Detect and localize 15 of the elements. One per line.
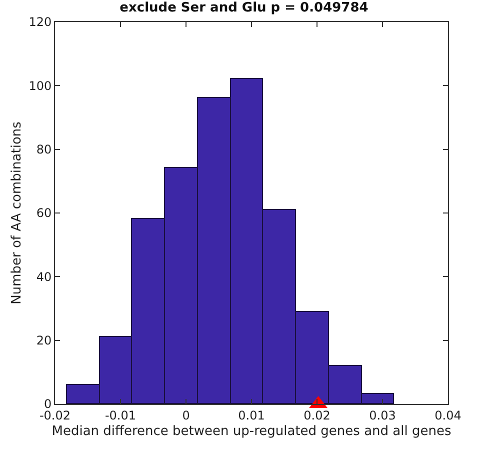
chart-title: exclude Ser and Glu p = 0.049784	[120, 0, 368, 16]
y-axis-title: Number of AA combinations	[10, 121, 25, 304]
y-tick-label: 60	[36, 206, 52, 220]
y-tick-label: 80	[36, 142, 52, 157]
x-tick-label: 0.01	[238, 408, 265, 422]
x-tick-label: 0.04	[434, 408, 462, 422]
x-tick-label: 0.02	[304, 408, 330, 422]
y-tick-label: 100	[28, 78, 52, 93]
x-tick-label: 0	[182, 408, 190, 422]
x-tick-label: 0.03	[369, 408, 396, 422]
y-tick-label: 40	[36, 270, 52, 284]
y-tick-label: 120	[28, 15, 52, 30]
y-tick-label: 20	[36, 334, 52, 348]
x-tick-label: -0.01	[104, 408, 136, 422]
x-axis-title: Median difference between up-regulated genes and all genes	[52, 424, 452, 439]
